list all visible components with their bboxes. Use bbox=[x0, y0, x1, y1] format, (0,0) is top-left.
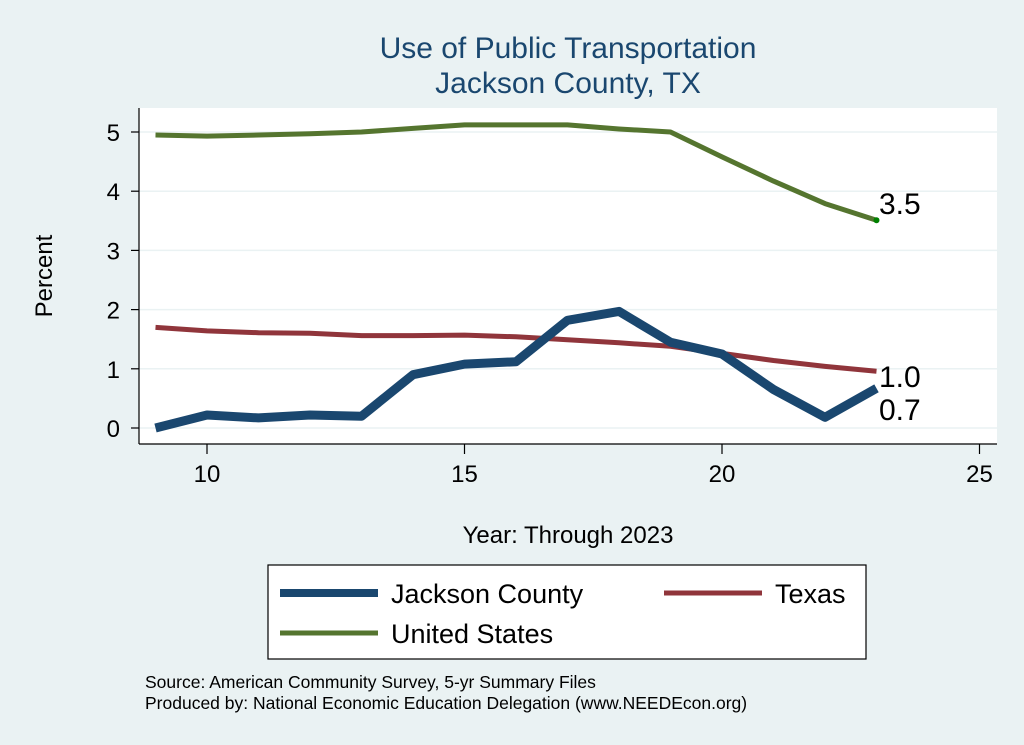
x-tick-label-10: 10 bbox=[194, 461, 221, 488]
end-label-jackson-county: 0.7 bbox=[879, 394, 921, 427]
end-label-united-states: 3.5 bbox=[879, 188, 921, 221]
end-label-texas: 1.0 bbox=[879, 361, 921, 394]
series-line-jackson-county bbox=[154, 306, 879, 433]
x-tick-label-15: 15 bbox=[451, 461, 478, 488]
y-tick-label-5: 5 bbox=[107, 120, 120, 147]
y-tick-label-0: 0 bbox=[107, 416, 120, 443]
y-tick-label-1: 1 bbox=[107, 357, 120, 384]
x-tick-label-20: 20 bbox=[709, 461, 736, 488]
chart-title: Use of Public Transportation bbox=[380, 32, 757, 65]
legend-label-jackson-county: Jackson County bbox=[391, 579, 584, 609]
x-tick-label-25: 25 bbox=[966, 461, 993, 488]
series-line-united-states bbox=[155, 122, 878, 223]
end-labels: 0.71.0 3.5 bbox=[879, 188, 921, 427]
producer-note: Produced by: National Economic Education… bbox=[145, 693, 747, 713]
y-tick-label-2: 2 bbox=[107, 298, 120, 325]
series-line-texas bbox=[155, 324, 877, 374]
y-tick-label-4: 4 bbox=[107, 179, 120, 206]
series-lines bbox=[154, 122, 880, 433]
x-axis-title: Year: Through 2023 bbox=[463, 522, 674, 549]
y-axis-title: Percent bbox=[31, 234, 58, 317]
gridlines bbox=[139, 131, 997, 429]
legend-label-united-states: United States bbox=[391, 619, 553, 649]
endpoint-united-states bbox=[873, 217, 880, 224]
plot-area bbox=[139, 108, 997, 444]
chart-subtitle: Jackson County, TX bbox=[435, 67, 701, 100]
axes bbox=[138, 108, 997, 445]
source-note: Source: American Community Survey, 5-yr … bbox=[145, 672, 596, 692]
legend-box bbox=[267, 564, 867, 660]
legend: Jackson County Texas United States bbox=[267, 564, 867, 660]
x-ticks: 10 15 20 25 bbox=[194, 444, 993, 488]
y-tick-label-3: 3 bbox=[107, 238, 120, 265]
legend-label-texas: Texas bbox=[775, 579, 846, 609]
y-ticks: 0 1 2 3 4 5 bbox=[107, 120, 139, 443]
